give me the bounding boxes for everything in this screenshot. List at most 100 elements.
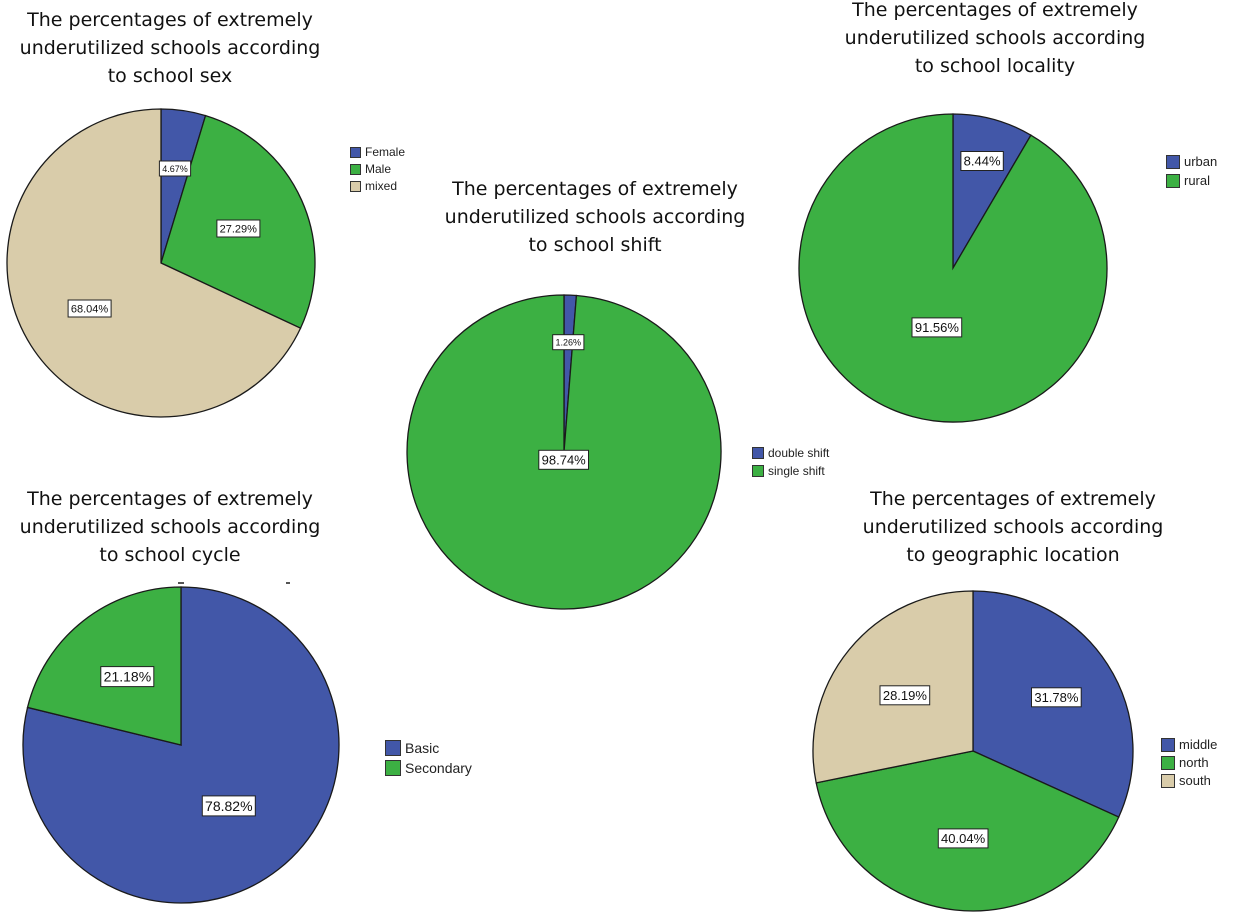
data-label-box xyxy=(201,795,256,817)
data-label-box xyxy=(1031,687,1082,708)
data-label: 8.44% xyxy=(960,151,1004,171)
legend-label: single shift xyxy=(768,464,825,478)
data-label-text: 8.44% xyxy=(964,154,1001,169)
legend-swatch xyxy=(385,760,401,776)
legend-item: double shift xyxy=(752,446,829,460)
legend-item: south xyxy=(1161,773,1217,788)
data-label-box xyxy=(911,317,963,338)
data-label-box xyxy=(100,666,155,688)
chart-title-line: to school sex xyxy=(107,65,233,87)
legend-swatch xyxy=(1166,154,1180,169)
chart-title: The percentages of extremely underutiliz… xyxy=(820,0,1170,80)
legend: double shift single shift xyxy=(752,446,829,482)
legend-item: Female xyxy=(350,145,405,159)
legend-swatch xyxy=(350,163,361,175)
data-label: 98.74% xyxy=(538,449,589,470)
legend-swatch xyxy=(752,465,764,477)
data-label-text: 68.04% xyxy=(71,303,109,315)
chart-title-line: The percentages of extremely xyxy=(852,0,1138,21)
chart-title-line: underutilized schools according xyxy=(19,37,321,59)
chart-title-line: The percentages of extremely xyxy=(27,488,313,510)
data-label-text: 4.67% xyxy=(162,164,188,174)
chart-title-line: to school locality xyxy=(914,55,1076,77)
data-label-text: 31.78% xyxy=(1034,690,1079,705)
data-label: 21.18% xyxy=(100,666,155,688)
data-label-text: 1.26% xyxy=(556,337,582,347)
legend-label: south xyxy=(1179,773,1211,788)
data-label-box xyxy=(960,151,1004,171)
chart-title-line: to geographic location xyxy=(906,544,1120,566)
legend-swatch xyxy=(752,447,764,459)
data-label-box xyxy=(538,449,589,470)
chart-title: The percentages of extremely underutiliz… xyxy=(0,485,340,569)
legend-swatch xyxy=(350,180,361,192)
data-label-text: 21.18% xyxy=(104,669,151,685)
data-label-box xyxy=(158,160,192,177)
legend-swatch xyxy=(385,740,401,756)
pie-slice-secondary xyxy=(26,586,182,746)
chart-title-line: to school shift xyxy=(528,234,662,256)
data-label-text: 27.29% xyxy=(220,223,258,235)
chart-title: The percentages of extremely underutiliz… xyxy=(0,6,340,90)
legend-item: mixed xyxy=(350,179,405,193)
chart-title-line: The percentages of extremely xyxy=(870,488,1156,510)
data-label-text: 98.74% xyxy=(542,453,587,468)
legend-label: rural xyxy=(1184,173,1211,188)
decorative-tick xyxy=(286,582,290,584)
data-label: 1.26% xyxy=(552,334,585,351)
legend-item: rural xyxy=(1166,173,1217,188)
legend-label: mixed xyxy=(365,179,398,193)
data-label: 40.04% xyxy=(937,828,989,849)
chart-title-line: The percentages of extremely xyxy=(27,9,313,31)
legend-swatch xyxy=(1166,173,1180,188)
legend-label: Secondary xyxy=(405,760,472,776)
data-label: 68.04% xyxy=(67,299,112,318)
data-label: 78.82% xyxy=(201,795,256,817)
chart-title-line: underutilized schools according xyxy=(19,516,321,538)
legend-item: Basic xyxy=(385,740,472,756)
data-label-box xyxy=(879,685,931,706)
data-label: 31.78% xyxy=(1031,687,1082,708)
data-label: 27.29% xyxy=(216,219,261,238)
legend-label: middle xyxy=(1179,737,1218,752)
legend-label: Male xyxy=(365,162,392,176)
legend-item: middle xyxy=(1161,737,1217,752)
data-label-box xyxy=(552,334,585,351)
data-label-box xyxy=(937,828,989,849)
data-label: 91.56% xyxy=(911,317,963,338)
legend: Female Male mixed xyxy=(350,145,405,196)
decorative-tick xyxy=(178,582,184,584)
legend: Basic Secondary xyxy=(385,740,472,780)
legend-swatch xyxy=(350,146,361,158)
data-label-text: 91.56% xyxy=(915,320,960,335)
chart-title-line: underutilized schools according xyxy=(444,206,746,228)
chart-title-line: to school cycle xyxy=(99,544,241,566)
data-label-box xyxy=(67,299,112,318)
data-label-text: 40.04% xyxy=(941,831,986,846)
chart-title: The percentages of extremely underutiliz… xyxy=(420,175,770,259)
legend-item: Secondary xyxy=(385,760,472,776)
legend-label: urban xyxy=(1184,154,1218,169)
legend-item: north xyxy=(1161,755,1217,770)
legend: middle north south xyxy=(1161,737,1217,791)
data-label-text: 78.82% xyxy=(205,798,252,814)
legend-swatch xyxy=(1161,755,1175,770)
legend-swatch xyxy=(1161,773,1175,788)
chart-title-line: underutilized schools according xyxy=(844,27,1146,49)
pie-slice-mixed xyxy=(6,108,302,418)
legend-label: double shift xyxy=(768,446,830,460)
pie-slice-rural xyxy=(798,113,1108,423)
legend-label: north xyxy=(1179,755,1209,770)
data-label: 4.67% xyxy=(158,160,192,177)
legend-swatch xyxy=(1161,737,1175,752)
chart-title: The percentages of extremely underutiliz… xyxy=(838,485,1188,569)
legend-item: urban xyxy=(1166,154,1217,169)
legend-item: single shift xyxy=(752,464,829,478)
data-label: 28.19% xyxy=(879,685,931,706)
legend-label: Basic xyxy=(405,740,440,756)
